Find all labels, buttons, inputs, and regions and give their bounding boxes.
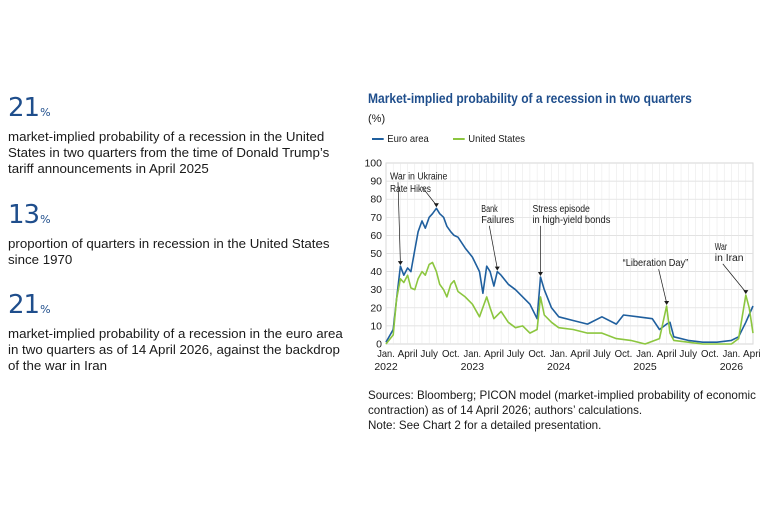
y-tick-label: 80 [370,194,382,206]
annotation-arrow [658,269,667,304]
annotation-arrowhead [433,203,439,208]
y-tick-label: 0 [376,339,382,351]
stat-value: 13% [8,200,51,230]
annotation-label: in Iran [715,253,744,264]
x-tick-label: July [420,348,438,360]
stat-block-us-recession-share: 13% proportion of quarters in recession … [8,201,348,268]
stat-description: proportion of quarters in recession in t… [8,236,330,267]
stat-description: market-implied probability of a recessio… [8,326,343,373]
annotation-arrowhead [397,261,403,266]
stat-value: 21% [8,290,51,320]
x-tick-label: Jan. [550,348,568,360]
x-year-label: 2024 [547,361,571,373]
x-tick-label: July [679,348,697,360]
sources-text: Sources: Bloomberg; PICON model (market-… [368,389,756,417]
annotation-label: Rate Hikes [390,184,431,195]
annotation-arrow [488,225,498,269]
annotation-label: Failures [481,215,514,226]
x-tick-label: Jan. [723,348,741,360]
annotation-label: Stress episode [532,204,590,215]
stat-block-euro-area: 21% market-implied probability of a rece… [8,291,348,374]
x-tick-label: April [570,348,590,360]
x-year-label: 2026 [720,361,744,373]
legend-swatch-us [453,138,465,140]
y-tick-label: 50 [370,248,382,260]
y-tick-label: 60 [370,230,382,242]
chart-title: Market-implied probability of a recessio… [368,90,692,106]
y-tick-label: 10 [370,320,382,332]
x-tick-label: April [743,348,760,360]
x-tick-label: Jan. [464,348,482,360]
series-line-euro-area [385,207,754,343]
chart-sources: Sources: Bloomberg; PICON model (market-… [368,388,763,433]
x-tick-label: April [398,348,418,360]
x-tick-label: April [657,348,677,360]
x-tick-label: Oct. [701,348,719,360]
x-tick-label: Oct. [615,348,633,360]
annotation-arrowhead [537,272,543,277]
legend-entry-united-states: United States [453,133,525,145]
annotation-arrow [397,182,401,264]
legend-swatch-euro [372,138,384,140]
note-text: Note: See Chart 2 for a detailed present… [368,419,602,432]
annotation-arrowhead [494,266,500,271]
x-tick-label: Jan. [636,348,654,360]
annotation-label: War in Ukraine [390,171,448,182]
legend-entry-euro-area: Euro area [372,133,429,145]
x-tick-label: Jan. [377,348,395,360]
annotation-arrow [421,186,437,206]
annotation-arrowhead [743,290,749,295]
x-year-label: 2022 [374,361,398,373]
y-axis-unit-label: (%) [368,113,386,125]
x-tick-label: July [507,348,525,360]
annotation-label: War [715,242,728,253]
legend-label: United States [468,133,526,145]
y-tick-label: 40 [370,266,382,278]
annotation-label: Bank [481,204,498,215]
x-year-label: 2023 [461,361,485,373]
annotation-label: “Liberation Day” [623,258,689,269]
legend-label: Euro area [387,133,429,145]
annotation-arrowhead [664,300,670,305]
chart-legend: Euro area United States [372,133,551,145]
y-tick-label: 70 [370,212,382,224]
y-tick-label: 100 [364,158,382,170]
series-line-united-states [385,261,754,345]
x-tick-label: April [484,348,504,360]
annotation-arrow [722,263,747,293]
y-tick-label: 30 [370,284,382,296]
stat-description: market-implied probability of a recessio… [8,129,330,176]
stat-block-us-tariff: 21% market-implied probability of a rece… [8,94,348,177]
stat-value: 21% [8,93,51,123]
x-tick-label: July [593,348,611,360]
annotation-label: in high-yield bonds [532,215,610,226]
y-tick-label: 20 [370,302,382,314]
x-year-label: 2025 [633,361,657,373]
x-tick-label: Oct. [442,348,460,360]
y-tick-label: 90 [370,176,382,188]
x-tick-label: Oct. [528,348,546,360]
